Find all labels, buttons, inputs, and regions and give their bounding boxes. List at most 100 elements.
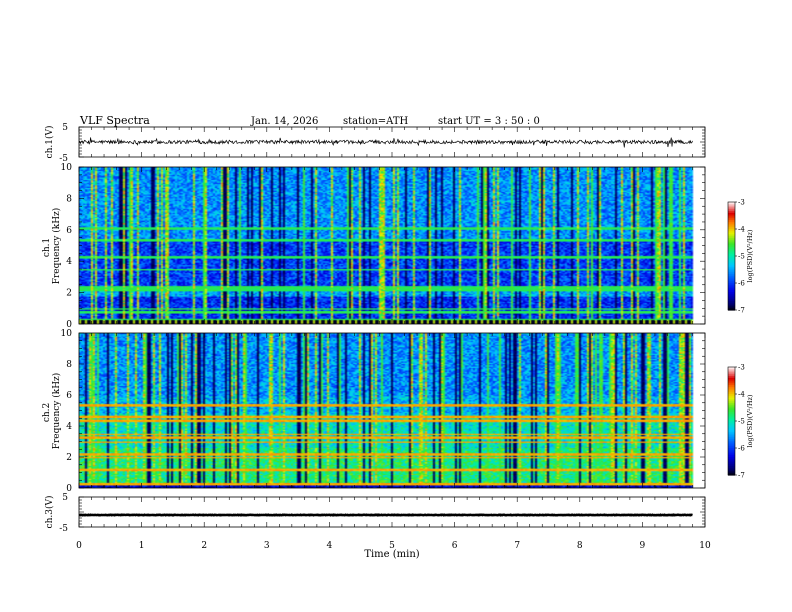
x-tick-label-5: 5 xyxy=(389,541,395,551)
colorbar-segment xyxy=(728,288,735,291)
colorbar-segment xyxy=(728,236,735,239)
colorbar-segment xyxy=(728,247,735,250)
colorbar-segment xyxy=(728,439,735,442)
colorbar-segment xyxy=(728,263,735,266)
colorbar-segment xyxy=(728,203,735,207)
colorbar-segment xyxy=(728,430,735,433)
colorbar-segment xyxy=(728,433,735,436)
colorbar-segment xyxy=(728,473,735,476)
freq-tick-label-2: 2 xyxy=(66,289,72,299)
colorbar-segment xyxy=(728,297,735,300)
ch2-colorbar: -3 -4 -5 -6 -7 log(PSD)(V²/Hz) xyxy=(727,364,754,480)
colorbar-segment xyxy=(728,374,735,377)
colorbar-segment xyxy=(728,218,735,221)
ch3-waveform-panel: 5 -5 ch.3(V) xyxy=(44,493,706,534)
ch2-ylabel-line2: Frequency (kHz) xyxy=(51,373,62,450)
colorbar-segment xyxy=(728,440,735,444)
x-tick-label-1: 1 xyxy=(139,541,145,551)
colorbar-segment xyxy=(728,385,735,388)
station-label: station=ATH xyxy=(343,116,409,127)
colorbar-segment xyxy=(728,295,735,298)
colorbar-segment xyxy=(728,229,735,232)
colorbar-segment xyxy=(728,428,735,431)
ch2-spectrogram-image xyxy=(79,333,705,488)
colorbar-segment xyxy=(728,381,735,384)
colorbar-segment xyxy=(728,370,735,373)
colorbar-segment xyxy=(728,290,735,293)
colorbar-segment xyxy=(728,306,735,309)
ch1-waveform-line xyxy=(78,137,693,148)
colorbar-segment xyxy=(728,431,735,435)
colorbar-segment xyxy=(728,292,735,295)
colorbar-segment xyxy=(728,243,735,246)
colorbar-segment xyxy=(728,216,735,219)
ch3-ytick-top: 5 xyxy=(62,493,68,503)
colorbar-segment xyxy=(728,412,735,415)
colorbar-segment xyxy=(728,286,735,289)
colorbar-segment xyxy=(728,257,735,261)
start-ut-label: start UT = 3 : 50 : 0 xyxy=(438,116,540,127)
colorbar-segment xyxy=(728,283,735,286)
colorbar-segment xyxy=(728,299,735,302)
ch2-spectrogram-panel: 0 2 4 6 8 10 ch.2 Frequency (kHz) -3 -4 -5 -6 -7 l… xyxy=(42,329,754,494)
ch2-frequency-ticks: 0 2 4 6 8 10 xyxy=(61,329,705,494)
colorbar-segment xyxy=(728,386,735,390)
colorbar-segment xyxy=(728,401,735,404)
colorbar-segment xyxy=(728,390,735,393)
colorbar-segment xyxy=(728,383,735,386)
freq-tick-label-8: 8 xyxy=(66,360,72,370)
colorbar-segment xyxy=(728,376,735,379)
colorbar-segment xyxy=(728,368,735,372)
ch1-ylabel: ch.1(V) xyxy=(44,126,55,159)
freq-tick-label-4: 4 xyxy=(66,257,72,267)
colorbar-tick-label: -5 xyxy=(738,418,745,426)
colorbar-segment xyxy=(728,202,735,205)
colorbar-segment xyxy=(728,453,735,456)
colorbar-segment xyxy=(728,410,735,413)
x-tick-label-8: 8 xyxy=(577,541,583,551)
colorbar-tick-label: -4 xyxy=(738,391,745,399)
colorbar-segment xyxy=(728,442,735,445)
colorbar-tick-label: -5 xyxy=(738,253,745,261)
colorbar-segment xyxy=(728,302,735,306)
freq-tick-label-6: 6 xyxy=(66,226,72,236)
colorbar-segment xyxy=(728,467,735,471)
colorbar-segment xyxy=(728,446,735,449)
colorbar-segment xyxy=(728,259,735,262)
colorbar-segment xyxy=(728,437,735,440)
colorbar-segment xyxy=(728,304,735,307)
ch2-ylabel-line1: ch.2 xyxy=(42,403,52,422)
colorbar-segment xyxy=(728,238,735,241)
x-tick-label-10: 10 xyxy=(699,541,711,551)
colorbar-segment xyxy=(728,388,735,391)
colorbar-segment xyxy=(728,406,735,409)
colorbar-segment xyxy=(728,211,735,214)
colorbar-segment xyxy=(728,435,735,438)
x-tick-label-7: 7 xyxy=(514,541,520,551)
colorbar-segment xyxy=(728,248,735,252)
freq-tick-label-0: 0 xyxy=(66,320,72,330)
colorbar-segment xyxy=(728,230,735,234)
colorbar-segment xyxy=(728,379,735,382)
colorbar-segment xyxy=(728,399,735,402)
colorbar-segment xyxy=(728,471,735,474)
colorbar-segment xyxy=(728,466,735,469)
colorbar-segment xyxy=(728,394,735,397)
colorbar-segment xyxy=(728,372,735,375)
colorbar-segment xyxy=(728,214,735,217)
colorbar-segment xyxy=(728,268,735,271)
colorbar-segment xyxy=(728,403,735,406)
ch1-frequency-ylabel: ch.1 Frequency (kHz) xyxy=(42,208,62,285)
time-axis: 0 1 2 3 4 5 6 7 8 9 10 xyxy=(76,126,711,551)
freq-tick-label-2: 2 xyxy=(66,453,72,463)
ch1-ylabel-line1: ch.1 xyxy=(42,238,52,257)
colorbar-tick-label: -6 xyxy=(738,280,745,288)
x-tick-label-4: 4 xyxy=(327,541,333,551)
colorbar-segment xyxy=(728,227,735,230)
colorbar-segment xyxy=(728,284,735,288)
x-tick-label-6: 6 xyxy=(452,541,458,551)
colorbar-segment xyxy=(728,469,735,472)
colorbar-segment xyxy=(728,395,735,399)
colorbar-segment xyxy=(728,448,735,451)
colorbar-segment xyxy=(728,444,735,447)
